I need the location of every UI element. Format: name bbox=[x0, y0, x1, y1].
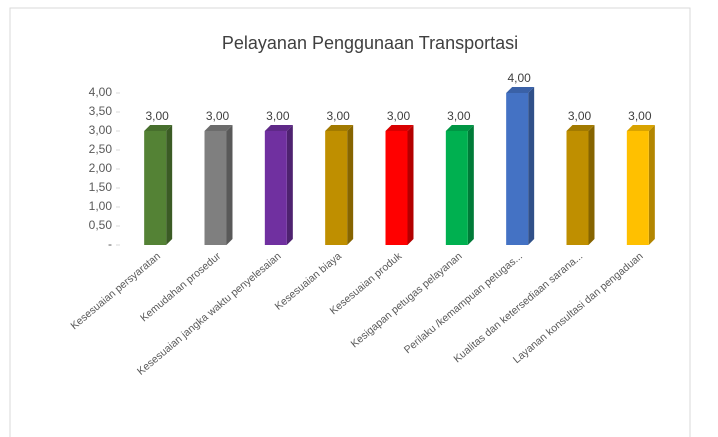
value-label: 3,00 bbox=[206, 109, 230, 123]
bar bbox=[626, 131, 649, 245]
bar bbox=[204, 131, 227, 245]
bar-side bbox=[407, 125, 414, 245]
bar-side bbox=[588, 125, 595, 245]
value-label: 3,00 bbox=[266, 109, 290, 123]
bar bbox=[385, 131, 408, 245]
bar-top bbox=[325, 125, 354, 131]
bar-side bbox=[528, 87, 535, 245]
bar-top bbox=[445, 125, 474, 131]
bar bbox=[144, 131, 167, 245]
y-tick-label: 1,00 bbox=[89, 199, 113, 213]
value-label: 3,00 bbox=[568, 109, 592, 123]
bar-side bbox=[166, 125, 173, 245]
bar bbox=[506, 93, 529, 245]
bar-side bbox=[467, 125, 474, 245]
value-label: 4,00 bbox=[507, 71, 531, 85]
bar-top bbox=[566, 125, 595, 131]
y-tick-label: 0,50 bbox=[89, 218, 113, 232]
chart-title: Pelayanan Penggunaan Transportasi bbox=[222, 33, 518, 53]
bar-top bbox=[264, 125, 293, 131]
bar-top bbox=[144, 125, 173, 131]
bar bbox=[445, 131, 468, 245]
value-label: 3,00 bbox=[145, 109, 169, 123]
bar bbox=[325, 131, 348, 245]
value-label: 3,00 bbox=[326, 109, 350, 123]
bar bbox=[264, 131, 287, 245]
bar-side bbox=[286, 125, 293, 245]
bar-top bbox=[506, 87, 535, 93]
y-tick-label: 2,50 bbox=[89, 142, 113, 156]
bar-top bbox=[204, 125, 233, 131]
bar bbox=[566, 131, 589, 245]
bar-side bbox=[648, 125, 655, 245]
bar-top bbox=[626, 125, 655, 131]
y-tick-label: 2,00 bbox=[89, 161, 113, 175]
y-tick-label: 1,50 bbox=[89, 180, 113, 194]
value-label: 3,00 bbox=[447, 109, 471, 123]
bar-top bbox=[385, 125, 414, 131]
y-tick-label: 3,50 bbox=[89, 104, 113, 118]
bar-side bbox=[226, 125, 233, 245]
bar-side bbox=[347, 125, 354, 245]
y-tick-label: - bbox=[108, 237, 112, 251]
value-label: 3,00 bbox=[628, 109, 652, 123]
y-tick-label: 4,00 bbox=[89, 85, 113, 99]
y-tick-label: 3,00 bbox=[89, 123, 113, 137]
value-label: 3,00 bbox=[387, 109, 411, 123]
